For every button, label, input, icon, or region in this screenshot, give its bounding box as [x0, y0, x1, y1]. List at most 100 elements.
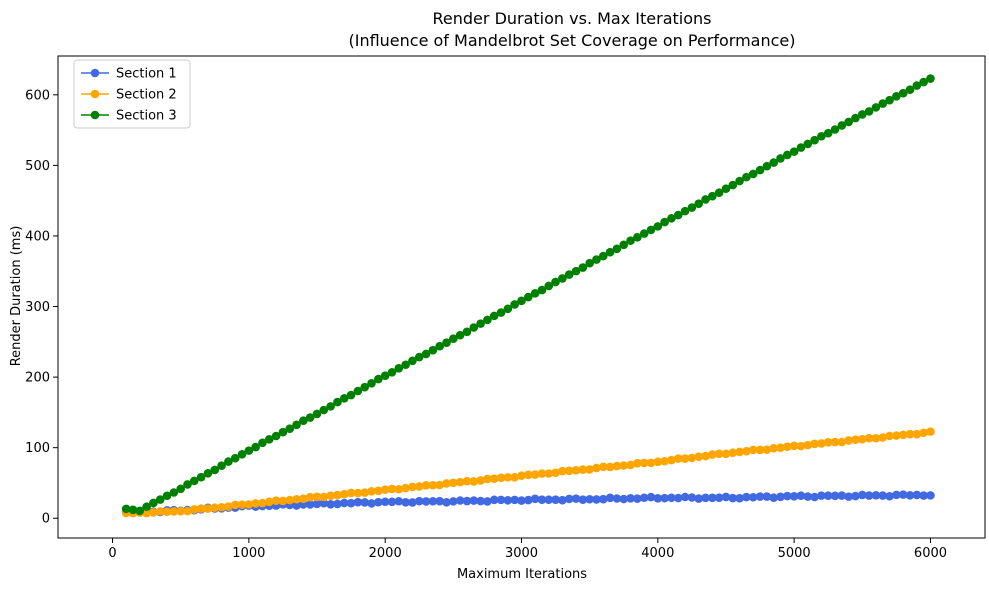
data-point [387, 497, 397, 507]
data-point [544, 495, 554, 505]
data-point [155, 507, 165, 516]
data-point [401, 483, 410, 493]
data-point [394, 496, 404, 506]
data-point [428, 480, 438, 490]
data-point [830, 491, 840, 501]
data-point [660, 493, 669, 503]
data-point [626, 236, 635, 245]
data-point [190, 476, 199, 486]
y-axis-label: Render Duration (ms) [9, 226, 24, 367]
data-point [224, 457, 233, 466]
data-point [892, 92, 901, 101]
data-point [196, 504, 206, 513]
data-point [489, 311, 499, 321]
legend-item: Section 3 [81, 109, 177, 124]
data-point [694, 452, 704, 461]
data-point [503, 304, 513, 314]
data-point [353, 386, 363, 396]
data-point [728, 180, 738, 190]
data-point [878, 491, 888, 500]
data-point [803, 139, 813, 149]
data-point [292, 494, 301, 504]
data-point [762, 161, 772, 171]
data-point [721, 449, 731, 459]
data-point [278, 427, 288, 437]
data-point [633, 459, 642, 468]
data-point [251, 442, 260, 452]
data-point [401, 498, 410, 507]
data-point [169, 488, 179, 497]
data-point [305, 413, 315, 422]
data-point [748, 492, 758, 502]
data-point [408, 356, 417, 366]
data-point [796, 491, 806, 501]
data-point [926, 427, 935, 436]
data-point [367, 499, 376, 508]
x-tick-label: 0 [108, 546, 116, 561]
data-point [673, 210, 683, 220]
data-point [339, 393, 349, 403]
data-point [237, 450, 247, 459]
data-point [203, 469, 213, 478]
series-2 [121, 427, 935, 518]
data-point [387, 484, 397, 494]
chart-subtitle: (Influence of Mandelbrot Set Coverage on… [348, 31, 795, 50]
data-point [844, 436, 853, 445]
data-point [271, 496, 281, 505]
data-point [326, 491, 335, 500]
data-point [912, 81, 922, 90]
data-point [837, 437, 847, 447]
data-point [360, 498, 370, 507]
data-point [183, 480, 192, 489]
data-point [421, 349, 431, 359]
data-point [265, 435, 274, 444]
y-tick-label: 600 [25, 88, 50, 103]
data-point [326, 402, 335, 411]
data-point [346, 498, 356, 508]
data-point [626, 460, 635, 470]
series-layer [121, 74, 935, 518]
x-tick-label: 1000 [232, 546, 265, 561]
data-point [135, 506, 145, 516]
data-point [646, 492, 656, 502]
data-point [823, 438, 833, 447]
data-point [333, 397, 342, 407]
legend: Section 1 Section 2 Section 3 [73, 59, 191, 129]
data-point [530, 494, 540, 504]
data-point [496, 495, 506, 505]
data-point [728, 448, 738, 458]
data-point [789, 492, 799, 501]
data-point [810, 135, 819, 145]
data-point [162, 507, 172, 516]
data-point [244, 500, 254, 509]
data-point [912, 490, 922, 500]
data-point [878, 433, 888, 442]
data-point [605, 247, 615, 257]
legend-label: Section 3 [116, 109, 177, 124]
data-point [742, 492, 751, 502]
data-point [851, 435, 860, 444]
data-point [435, 341, 445, 351]
data-point [748, 169, 758, 179]
data-point [660, 217, 669, 227]
data-point [408, 498, 417, 507]
data-point [680, 492, 690, 502]
data-point [230, 500, 240, 510]
data-point [367, 379, 376, 388]
data-point [667, 455, 676, 465]
data-point [585, 258, 594, 268]
data-point [387, 368, 397, 377]
legend-swatch-marker [90, 89, 100, 99]
data-point [203, 504, 213, 513]
data-point [421, 497, 431, 506]
data-point [905, 429, 915, 439]
data-point [299, 494, 308, 504]
data-point [885, 431, 894, 441]
data-point [496, 473, 506, 483]
x-tick-label: 5000 [778, 546, 811, 561]
data-point [319, 492, 329, 502]
data-point [435, 496, 445, 506]
data-point [892, 431, 901, 440]
data-point [735, 447, 744, 457]
data-point [755, 492, 765, 501]
